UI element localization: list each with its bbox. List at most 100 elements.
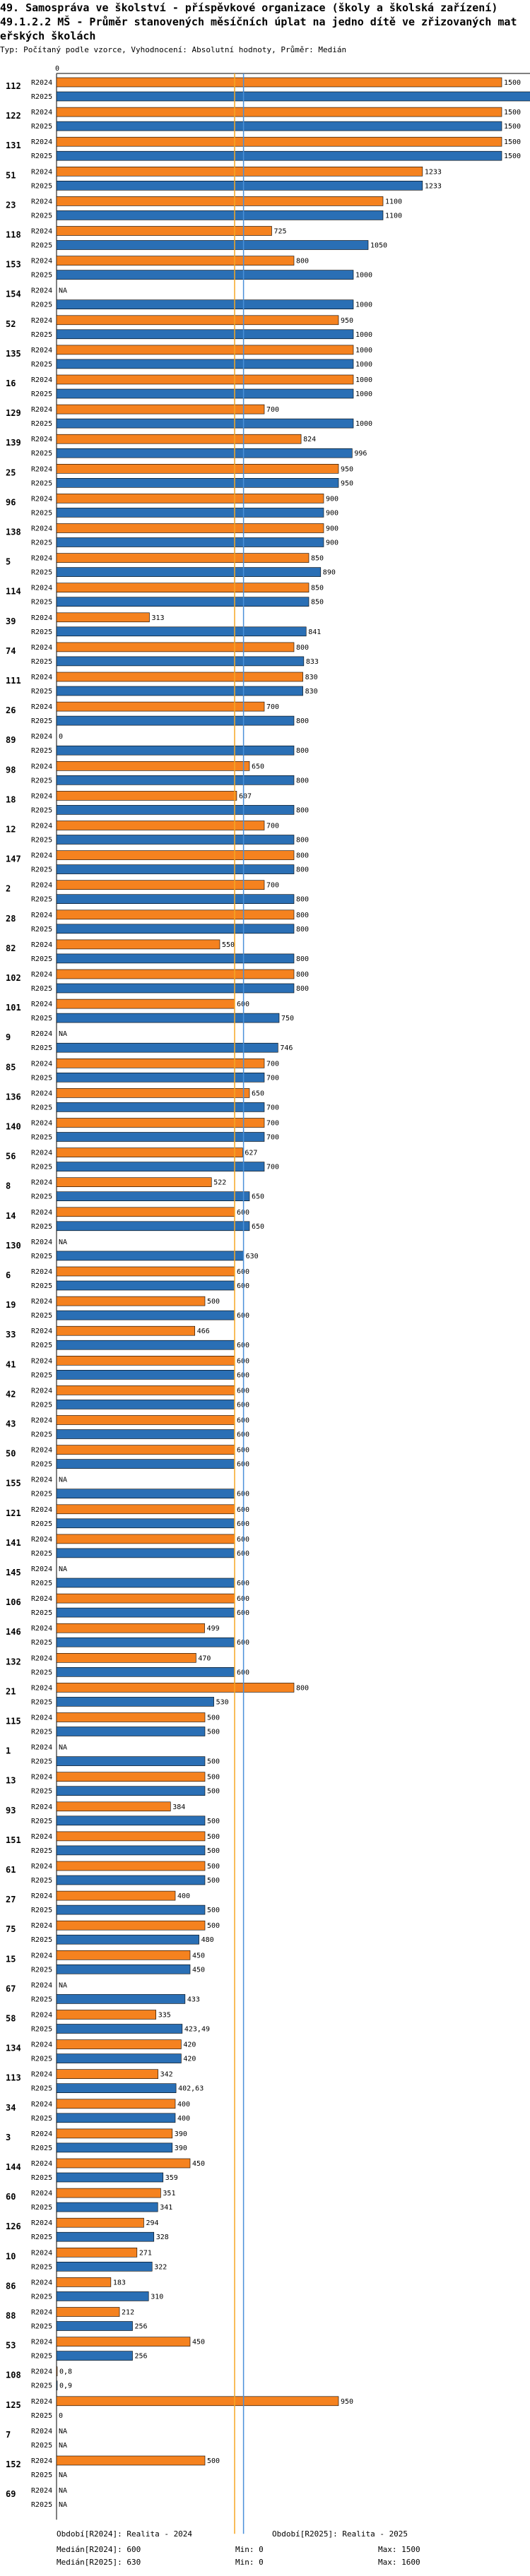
series-label-r2025: R2025 — [31, 509, 52, 517]
value-label-r2024: 725 — [274, 228, 287, 236]
bar-r2024 — [56, 1593, 235, 1604]
bar-r2024 — [56, 1118, 265, 1128]
value-label-r2025: 500 — [207, 1877, 220, 1885]
series-label-r2024: R2024 — [31, 1892, 52, 1900]
group-label: 51 — [6, 170, 16, 180]
bar-r2024 — [56, 1772, 206, 1782]
value-label-r2024: 950 — [341, 465, 353, 473]
bar-r2025 — [56, 1548, 235, 1558]
value-label-r2025: 530 — [216, 1698, 229, 1706]
group-label: 56 — [6, 1152, 16, 1162]
bar-r2024 — [56, 969, 295, 979]
bar-r2025 — [56, 270, 354, 280]
bar-r2024 — [56, 672, 303, 682]
value-label-r2025: 650 — [252, 1223, 264, 1231]
bar-r2025 — [56, 359, 354, 369]
value-label-r2025: 0 — [59, 2412, 63, 2420]
series-label-r2024: R2024 — [31, 555, 52, 563]
series-label-r2025: R2025 — [31, 1788, 52, 1796]
value-label-r2024: 1000 — [355, 347, 372, 354]
value-label-r2024: 0 — [59, 733, 63, 741]
bar-r2024 — [56, 2128, 173, 2139]
value-label-r2025: 890 — [323, 569, 336, 577]
group-label: 147 — [6, 854, 21, 864]
bar-r2024 — [56, 1177, 212, 1187]
series-label-r2024: R2024 — [31, 2160, 52, 2168]
group-label: 25 — [6, 467, 16, 477]
series-label-r2025: R2025 — [31, 2115, 52, 2123]
bar-r2025 — [56, 656, 305, 667]
group-label: 96 — [6, 497, 16, 507]
bar-r2024 — [56, 553, 310, 563]
bar-r2024 — [56, 1950, 191, 1960]
group-label: 33 — [6, 1330, 16, 1340]
value-label-r2024: 313 — [151, 614, 164, 622]
bar-r2024 — [56, 345, 354, 355]
bar-r2025 — [56, 597, 310, 607]
value-label-r2025: 800 — [296, 896, 309, 904]
bar-r2025 — [56, 924, 295, 934]
group-label: 145 — [6, 1568, 21, 1578]
series-label-r2025: R2025 — [31, 777, 52, 785]
series-label-r2024: R2024 — [31, 258, 52, 266]
series-label-r2024: R2024 — [31, 1536, 52, 1544]
bar-r2025 — [56, 2351, 133, 2361]
series-label-r2024: R2024 — [31, 2339, 52, 2347]
value-label-r2024: 950 — [341, 2398, 353, 2406]
group-label: 93 — [6, 1806, 16, 1815]
group-label: 118 — [6, 230, 21, 240]
series-label-r2025: R2025 — [31, 212, 52, 220]
bar-r2025 — [56, 2024, 183, 2034]
series-label-r2024: R2024 — [31, 1477, 52, 1484]
value-label-r2025: 1500 — [504, 123, 521, 131]
value-label-r2024: 700 — [266, 823, 279, 830]
max-2025-label: Max: 1600 — [378, 2558, 420, 2567]
series-label-r2024: R2024 — [31, 1328, 52, 1335]
value-label-r2024: 500 — [207, 1833, 220, 1841]
value-label-r2025: 850 — [311, 599, 324, 607]
group-label: 144 — [6, 2162, 21, 2172]
min-2024-label: Min: 0 — [235, 2545, 264, 2554]
bar-r2025 — [56, 477, 339, 488]
bar-r2025 — [56, 388, 354, 399]
series-label-r2025: R2025 — [31, 806, 52, 814]
group-label: 21 — [6, 1686, 16, 1696]
series-label-r2024: R2024 — [31, 109, 52, 117]
bar-r2025 — [56, 2113, 176, 2123]
bar-r2024 — [56, 434, 302, 444]
value-label-r2024: 294 — [146, 2219, 158, 2227]
series-label-r2025: R2025 — [31, 658, 52, 666]
series-label-r2025: R2025 — [31, 2174, 52, 2182]
series-label-r2025: R2025 — [31, 1282, 52, 1290]
group-label: 136 — [6, 1092, 21, 1102]
series-label-r2024: R2024 — [31, 1744, 52, 1752]
series-label-r2024: R2024 — [31, 1715, 52, 1722]
value-label-r2024: 1500 — [504, 138, 521, 146]
value-label-r2025: 1000 — [355, 331, 372, 339]
bar-r2024 — [56, 701, 265, 712]
series-label-r2025: R2025 — [31, 2234, 52, 2241]
bar-r2025 — [56, 983, 295, 994]
series-label-r2025: R2025 — [31, 539, 52, 547]
value-label-r2024: 900 — [326, 495, 338, 503]
group-label: 135 — [6, 349, 21, 359]
series-label-r2025: R2025 — [31, 123, 52, 131]
bar-r2024 — [56, 1385, 235, 1395]
group-label: 129 — [6, 408, 21, 418]
report-title: 49. Samospráva ve školství - příspěvkové… — [0, 1, 498, 14]
group-label: 125 — [6, 2400, 21, 2410]
group-label: 39 — [6, 616, 16, 626]
group-label: 132 — [6, 1657, 21, 1666]
value-label-r2024: 420 — [183, 2041, 196, 2049]
series-label-r2024: R2024 — [31, 495, 52, 503]
value-label-r2024: 550 — [222, 941, 235, 949]
series-label-r2024: R2024 — [31, 1684, 52, 1692]
bar-r2024 — [56, 2277, 112, 2287]
series-label-r2025: R2025 — [31, 1520, 52, 1528]
bar-r2024 — [56, 374, 354, 385]
value-label-r2025: 900 — [326, 539, 338, 547]
value-label-r2024: 342 — [160, 2071, 173, 2079]
series-label-r2024: R2024 — [31, 1268, 52, 1276]
series-label-r2025: R2025 — [31, 1193, 52, 1201]
